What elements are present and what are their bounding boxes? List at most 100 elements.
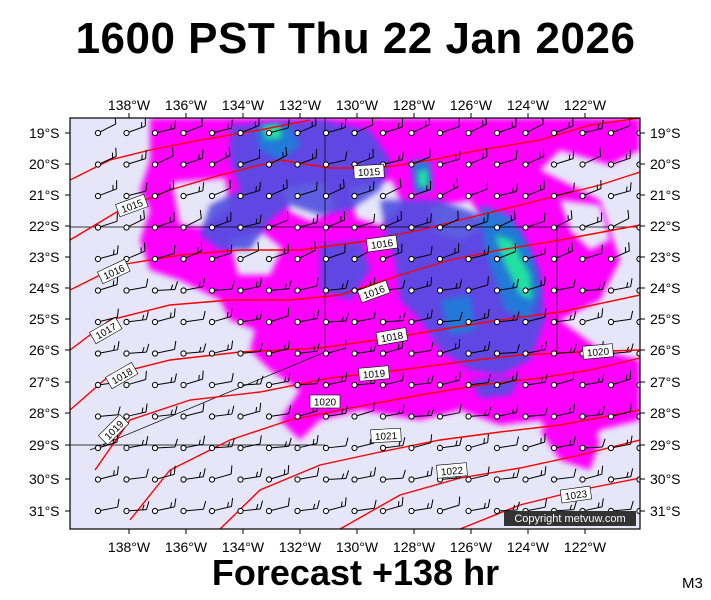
wind-barb	[379, 437, 406, 452]
wind-barb	[208, 497, 234, 515]
wind-barb	[550, 118, 574, 137]
wind-barb	[208, 179, 231, 200]
wind-barb	[550, 311, 577, 326]
wind-barb	[579, 406, 606, 420]
wind-barb	[579, 438, 606, 452]
wind-barb	[151, 179, 175, 200]
wind-barb	[607, 370, 632, 389]
wind-barb	[351, 181, 375, 200]
wind-barb	[294, 310, 320, 326]
wind-barb	[322, 312, 350, 326]
wind-barb	[265, 244, 289, 263]
wind-barb	[607, 310, 634, 326]
wind-barb	[579, 373, 605, 389]
wind-barb	[322, 497, 347, 515]
wind-barb	[322, 404, 348, 420]
wind-barb	[379, 469, 406, 483]
lat-label: 19°S	[29, 125, 60, 141]
wind-barb	[123, 210, 145, 231]
lat-label: 25°S	[650, 311, 681, 327]
wind-barb	[351, 434, 376, 452]
lat-label: 24°S	[29, 280, 60, 296]
wind-barb	[123, 150, 147, 168]
wind-barb	[579, 147, 602, 168]
wind-barb	[493, 371, 518, 389]
isobar-value: 1015	[358, 167, 381, 179]
wind-barb	[237, 375, 264, 389]
wind-barb	[550, 182, 575, 200]
wind-barb	[208, 212, 232, 231]
wind-barb	[550, 242, 573, 263]
lon-label: 136°W	[165, 97, 208, 113]
lat-label: 29°S	[650, 437, 681, 453]
wind-barb	[123, 182, 148, 200]
wind-barb	[294, 214, 319, 231]
wind-barb	[408, 180, 432, 200]
lon-label: 138°W	[108, 539, 151, 555]
wind-barb	[94, 245, 119, 263]
isobar-label: 1016	[365, 234, 399, 253]
wind-barb	[379, 496, 404, 515]
wind-barb	[180, 500, 207, 515]
wind-barb	[493, 118, 517, 137]
wind-barb	[465, 466, 490, 483]
wind-barb	[208, 340, 234, 357]
wind-barb	[550, 278, 576, 294]
wind-barb	[408, 434, 433, 452]
wind-barb	[493, 210, 516, 231]
isobar-label: 1018	[375, 327, 409, 346]
wind-barb	[265, 146, 288, 168]
lon-label: 126°W	[450, 539, 493, 555]
wind-barb	[436, 210, 459, 231]
wind-barb	[465, 148, 488, 168]
wind-barb	[522, 245, 547, 263]
wind-barb	[123, 370, 147, 389]
wind-barb	[550, 468, 577, 483]
wind-barb	[180, 278, 206, 294]
lon-label: 124°W	[507, 97, 550, 113]
wind-barb	[322, 372, 348, 389]
wind-barb	[465, 374, 491, 389]
lat-label: 21°S	[29, 187, 60, 203]
wind-barb	[579, 119, 604, 137]
lat-label: 30°S	[29, 471, 60, 487]
lat-label: 25°S	[29, 311, 60, 327]
wind-barb	[294, 118, 317, 137]
isobar-value: 1022	[441, 466, 465, 479]
isobar-value: 1021	[375, 431, 398, 443]
wind-barb	[123, 403, 148, 420]
wind-barb	[379, 243, 403, 263]
wind-barb	[151, 498, 177, 515]
wind-barb	[265, 179, 288, 200]
wind-barb	[493, 278, 519, 294]
wind-barb	[522, 147, 545, 168]
isobar-labels: 1015 1015 1016 1016 1016 1017 1018 1018 …	[89, 163, 614, 504]
wind-barb	[123, 311, 149, 326]
wind-barb	[493, 469, 520, 483]
wind-barb	[522, 276, 546, 294]
wind-barb	[465, 245, 490, 263]
lat-label: 19°S	[650, 125, 681, 141]
wind-barb	[465, 433, 489, 452]
wind-barb	[180, 242, 203, 263]
lon-label: 128°W	[393, 539, 436, 555]
wind-barb	[151, 340, 177, 357]
wind-barb	[322, 437, 349, 452]
map-title: 1600 PST Thu 22 Jan 2026	[75, 14, 636, 63]
wind-barb	[237, 343, 264, 357]
lat-label: 26°S	[29, 342, 60, 358]
wind-barb	[351, 402, 375, 420]
wind-barb	[579, 465, 604, 483]
wind-barb	[465, 341, 491, 357]
wind-barb	[550, 436, 576, 452]
wind-barb	[322, 118, 347, 137]
wind-barb	[94, 212, 118, 231]
wind-barb	[408, 374, 435, 389]
wind-barb	[294, 181, 318, 200]
copyright-text: Copyright metvuw.com	[514, 513, 625, 525]
lon-label: 138°W	[108, 97, 151, 113]
isobar-value: 1023	[564, 489, 588, 503]
wind-barb	[294, 434, 319, 452]
wind-barb	[408, 148, 431, 168]
wind-barb	[237, 467, 263, 483]
